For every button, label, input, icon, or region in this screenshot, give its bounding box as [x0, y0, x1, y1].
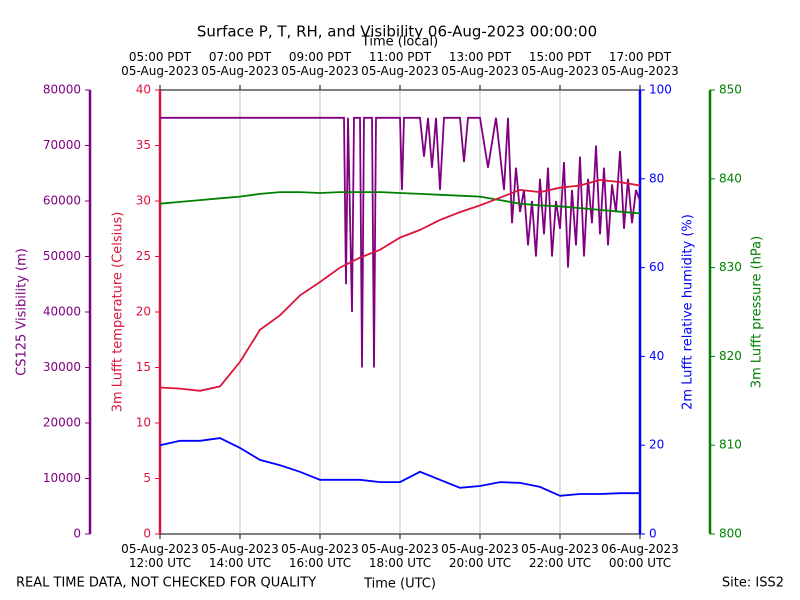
y-tick-label: 10 — [136, 416, 151, 430]
y3-tick-label: 40000 — [43, 305, 81, 319]
y-tick-label: 35 — [136, 138, 151, 152]
x-axis-label: Time (UTC) — [363, 577, 436, 592]
y4-tick-label: 830 — [719, 260, 742, 274]
y-tick-label: 15 — [136, 360, 151, 374]
x-tick-label: 05-Aug-2023 14:00 UTC — [201, 542, 279, 570]
chart-title: Surface P, T, RH, and Visibility 06-Aug-… — [197, 23, 597, 41]
series-line — [159, 191, 641, 215]
x2-tick-label: 17:00 PDT 05-Aug-2023 — [601, 50, 679, 78]
y-tick-label: 40 — [136, 83, 151, 97]
y4-tick-label: 810 — [719, 438, 742, 452]
x2-tick-label: 09:00 PDT 05-Aug-2023 — [281, 50, 359, 78]
y2-tick-label: 100 — [649, 83, 672, 97]
y2-tick-label: 0 — [649, 527, 657, 541]
y3-tick-label: 80000 — [43, 83, 81, 97]
series-line — [160, 116, 641, 368]
y-tick-label: 5 — [143, 471, 151, 485]
quality-note: REAL TIME DATA, NOT CHECKED FOR QUALITY — [16, 576, 316, 591]
x2-tick-label: 15:00 PDT 05-Aug-2023 — [521, 50, 599, 78]
x2-tick-label: 07:00 PDT 05-Aug-2023 — [201, 50, 279, 78]
y2-tick-label: 80 — [649, 171, 664, 185]
y-tick-label: 20 — [136, 305, 151, 319]
series-line — [159, 178, 641, 392]
series-line — [159, 437, 640, 497]
y4-tick-label: 840 — [719, 171, 742, 185]
x-tick-label: 05-Aug-2023 16:00 UTC — [281, 542, 359, 570]
y3-tick-label: 50000 — [43, 249, 81, 263]
y3-tick-label: 0 — [73, 527, 81, 541]
x-tick-label: 05-Aug-2023 20:00 UTC — [441, 542, 519, 570]
x-tick-label: 05-Aug-2023 12:00 UTC — [121, 542, 199, 570]
x2-tick-label: 05:00 PDT 05-Aug-2023 — [121, 50, 199, 78]
y-axis-label: 3m Lufft temperature (Celsius) — [111, 212, 126, 413]
y2-tick-label: 40 — [649, 349, 664, 363]
y3-tick-label: 60000 — [43, 194, 81, 208]
y-tick-label: 30 — [136, 194, 151, 208]
y3-tick-label: 10000 — [43, 471, 81, 485]
x-tick-label: 05-Aug-2023 22:00 UTC — [521, 542, 599, 570]
y4-axis-label: 3m Lufft pressure (hPa) — [750, 236, 765, 388]
y4-tick-label: 820 — [719, 349, 742, 363]
y-tick-label: 0 — [143, 527, 151, 541]
x2-tick-label: 13:00 PDT 05-Aug-2023 — [441, 50, 519, 78]
y4-tick-label: 800 — [719, 527, 742, 541]
x2-tick-label: 11:00 PDT 05-Aug-2023 — [361, 50, 439, 78]
y3-tick-label: 30000 — [43, 360, 81, 374]
y2-tick-label: 20 — [649, 438, 664, 452]
site-label: Site: ISS2 — [722, 576, 784, 591]
x-tick-label: 05-Aug-2023 18:00 UTC — [361, 542, 439, 570]
y2-axis-label: 2m Lufft relative humidity (%) — [681, 214, 696, 410]
y4-tick-label: 850 — [719, 83, 742, 97]
x2-axis-label: Time (local) — [361, 35, 438, 50]
y2-tick-label: 60 — [649, 260, 664, 274]
y-tick-label: 25 — [136, 249, 151, 263]
y3-tick-label: 70000 — [43, 138, 81, 152]
y3-tick-label: 20000 — [43, 416, 81, 430]
x-tick-label: 06-Aug-2023 00:00 UTC — [601, 542, 679, 570]
y3-axis-label: CS125 Visibility (m) — [15, 248, 30, 376]
